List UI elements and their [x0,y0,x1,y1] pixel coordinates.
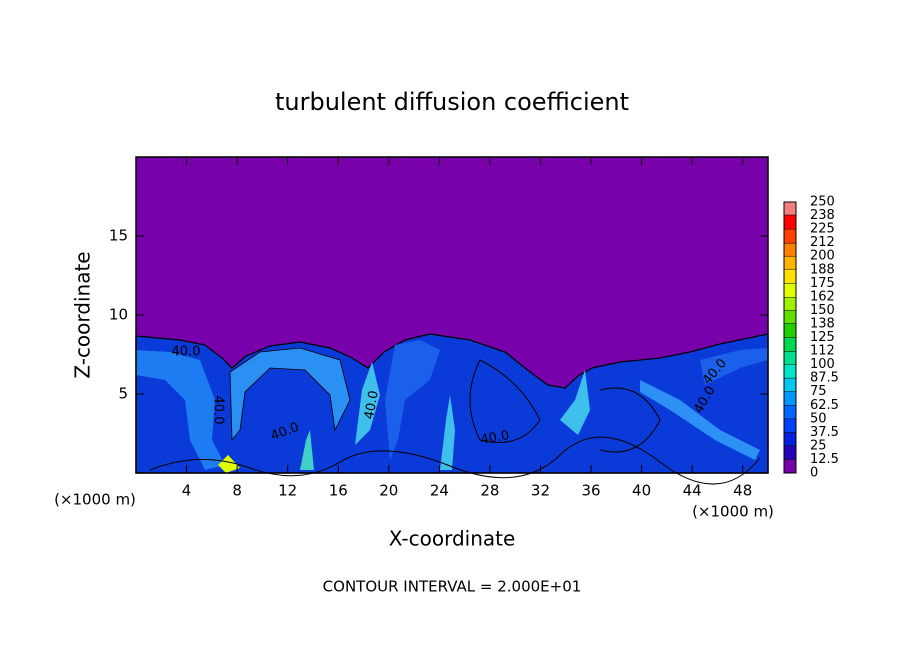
contour-interval-note: CONTOUR INTERVAL = 2.000E+01 [323,578,582,596]
field-streak [355,362,380,445]
contour-line [469,359,541,443]
contour-label: 40.0 [479,428,510,448]
colorbar-swatch [784,215,796,230]
colorbar-label: 0 [810,466,818,481]
colorbar-label: 175 [810,276,835,291]
colorbar-label: 188 [810,262,835,277]
colorbar-label: 75 [810,384,827,399]
field-streak [440,395,455,470]
colorbar-label: 50 [810,411,827,426]
colorbar-label: 212 [810,235,835,250]
colorbar-label: 62.5 [810,398,839,413]
x-tick-label: 12 [278,482,297,500]
field-streak [385,340,440,460]
field-streak [560,370,590,435]
colorbar-swatch [784,445,796,460]
contour-label: 40.0 [172,345,201,360]
colorbar-label: 125 [810,330,835,345]
y-tick-label: 5 [118,385,128,403]
colorbar-label: 112 [810,344,835,359]
colorbar-label: 37.5 [810,425,839,440]
colorbar-label: 138 [810,316,835,331]
field-streak [700,348,768,385]
colorbar-swatch [784,364,796,379]
field [135,157,769,485]
field-hotspot [218,455,240,473]
colorbar-label: 250 [810,195,835,210]
x-axis-title: X-coordinate [389,527,516,551]
field-streak [136,350,225,470]
colorbar-swatch [784,391,796,406]
colorbar-swatch [784,243,796,257]
colorbar-swatch [784,283,796,298]
x-tick-label: 8 [232,482,242,500]
x-tick-label: 32 [531,482,550,500]
colorbar-label: 162 [810,289,835,304]
colorbar-label: 225 [810,222,835,237]
colorbar-swatch [784,432,796,446]
y-tick-label: 15 [109,227,128,245]
contour-line [599,387,661,453]
x-tick-label: 36 [581,482,600,500]
colorbar-label: 100 [810,357,835,372]
field-streak [300,430,314,470]
colorbar-label: 87.5 [810,371,839,386]
y-axis-title: Z-coordinate [71,251,95,378]
x-unit-label: (×1000 m) [54,491,136,509]
x-tick-label: 4 [182,482,192,500]
chart-title: turbulent diffusion coefficient [275,88,629,116]
colorbar-swatch [784,323,796,338]
x-tick-label: 24 [430,482,449,500]
colorbar-swatch [784,297,796,311]
contour-label: 40.0 [211,396,226,425]
colorbar-swatch [784,229,796,244]
colorbar-swatch [784,337,796,352]
colorbar-swatch [784,310,796,324]
colorbar-label: 25 [810,438,827,453]
colorbar-label: 12.5 [810,452,839,467]
colorbar-label: 200 [810,249,835,264]
x-tick-label: 48 [733,482,752,500]
colorbar-swatch [784,459,796,473]
contour-label: 40.0 [362,389,382,420]
x-tick-label: 16 [329,482,348,500]
contour-line [149,436,761,485]
x-unit-label: (×1000 m) [692,503,774,521]
x-tick-label: 44 [683,482,702,500]
colorbar-swatch [784,269,796,284]
colorbar-label: 238 [810,208,835,223]
colorbar-swatch [784,418,796,433]
x-tick-label: 40 [632,482,651,500]
colorbar-swatch [784,256,796,270]
colorbar-swatch [784,202,796,216]
x-tick-label: 20 [379,482,398,500]
colorbar-swatch [784,351,796,365]
colorbar-swatch [784,378,796,392]
field-streak [229,347,351,442]
colorbar-swatch [784,405,796,419]
colorbar-label: 150 [810,303,835,318]
field-streak [640,380,760,460]
y-tick-label: 10 [109,306,128,324]
x-tick-label: 28 [480,482,499,500]
